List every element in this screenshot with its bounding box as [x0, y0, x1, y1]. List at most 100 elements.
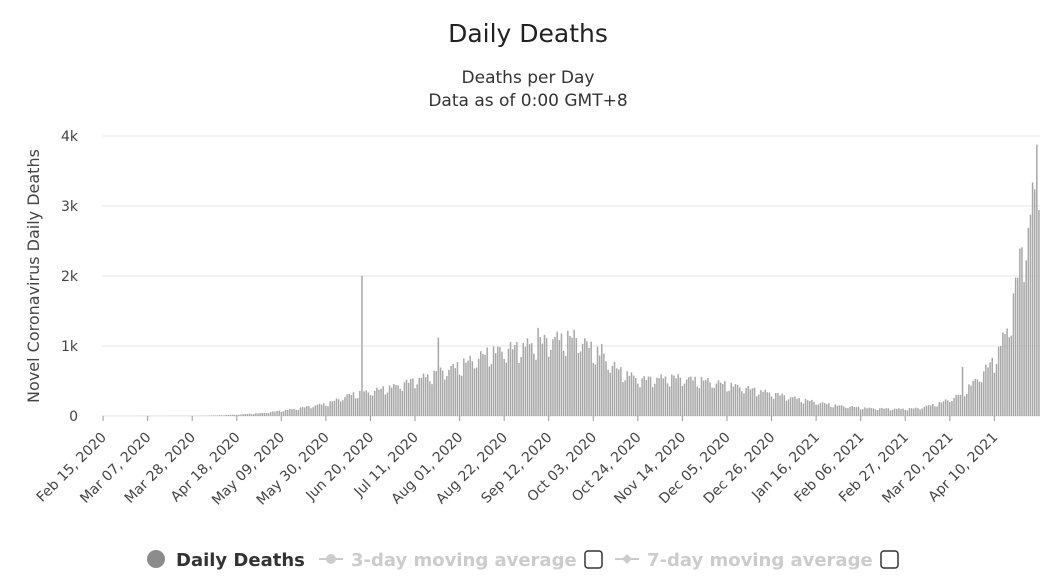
bar	[480, 351, 482, 416]
bar	[760, 390, 762, 416]
legend-label-daily-deaths[interactable]: Daily Deaths	[176, 550, 305, 571]
bar	[272, 411, 274, 416]
bar	[439, 367, 442, 416]
bar	[1033, 189, 1036, 416]
bar	[902, 408, 904, 416]
bar	[1008, 337, 1010, 416]
bar	[286, 409, 289, 416]
bar	[991, 357, 993, 416]
bar	[955, 394, 957, 416]
bar	[240, 414, 242, 416]
bar	[609, 372, 612, 416]
bar	[263, 412, 266, 416]
bar	[486, 347, 488, 416]
bar	[749, 389, 752, 416]
bar	[346, 394, 348, 416]
grid-lines	[102, 135, 1040, 417]
bar	[709, 382, 711, 416]
bar	[255, 413, 257, 416]
bar	[724, 381, 726, 416]
bar	[751, 388, 754, 416]
bar	[634, 377, 637, 416]
bar	[422, 373, 425, 416]
bar	[966, 393, 968, 416]
bar	[830, 406, 832, 416]
bar	[410, 379, 412, 416]
bar	[490, 364, 493, 416]
bar	[747, 385, 749, 416]
bar	[503, 359, 505, 416]
bar	[900, 409, 902, 416]
bar	[596, 346, 599, 416]
legend-label-3-day[interactable]: 3-day moving average	[351, 550, 577, 571]
bar	[738, 387, 741, 416]
bar	[405, 379, 408, 416]
bar	[507, 348, 510, 416]
bar	[764, 389, 766, 416]
bar	[874, 409, 877, 416]
bar	[361, 276, 363, 416]
bar	[792, 397, 794, 416]
bar	[416, 384, 418, 416]
legend-marker-daily-deaths[interactable]	[147, 550, 165, 568]
bar	[592, 362, 595, 416]
bar	[393, 383, 395, 416]
bar	[730, 382, 732, 416]
bar	[1010, 335, 1013, 416]
bar	[1025, 260, 1027, 416]
bar	[885, 408, 887, 416]
bar	[1000, 345, 1002, 416]
chart-subtitle-line-1: Deaths per Day	[462, 68, 595, 88]
bar	[280, 411, 283, 416]
bar	[380, 388, 382, 416]
bar	[732, 386, 735, 416]
bar	[985, 364, 987, 416]
bar	[823, 402, 826, 416]
legend-marker-3-day[interactable]	[326, 554, 336, 564]
bar	[872, 408, 875, 416]
bar	[639, 387, 641, 416]
bar	[291, 409, 293, 416]
bar	[554, 336, 556, 416]
bar	[412, 378, 414, 416]
bar	[959, 395, 962, 416]
bar	[386, 392, 389, 416]
bar	[333, 400, 336, 416]
bar	[388, 385, 391, 416]
bar	[441, 370, 444, 416]
checkbox-7-day[interactable]	[880, 550, 899, 569]
bar	[817, 404, 819, 416]
bar	[231, 414, 234, 416]
bar	[987, 367, 989, 416]
bar	[356, 398, 359, 416]
bar	[828, 403, 830, 416]
bar	[533, 353, 535, 416]
bar	[433, 370, 435, 416]
bar	[297, 410, 300, 416]
bar	[925, 405, 928, 416]
bar	[473, 368, 476, 416]
bar	[637, 383, 639, 416]
bar	[335, 398, 338, 416]
bar	[354, 398, 357, 416]
checkbox-3-day[interactable]	[584, 550, 603, 569]
bar	[227, 415, 230, 416]
bar	[325, 405, 327, 416]
bar	[840, 405, 843, 416]
bar	[446, 375, 448, 416]
bar	[537, 327, 539, 416]
bar	[666, 383, 669, 416]
bar	[781, 393, 783, 416]
bar	[743, 393, 745, 416]
legend-marker-7-day[interactable]	[622, 554, 632, 564]
bar	[832, 407, 834, 416]
bar	[942, 401, 945, 416]
bar	[401, 390, 404, 416]
bars	[102, 144, 1040, 416]
bar	[607, 369, 609, 416]
bar	[293, 408, 295, 416]
legend-label-7-day[interactable]: 7-day moving average	[647, 550, 873, 571]
bar	[384, 394, 387, 416]
bar	[539, 337, 541, 416]
